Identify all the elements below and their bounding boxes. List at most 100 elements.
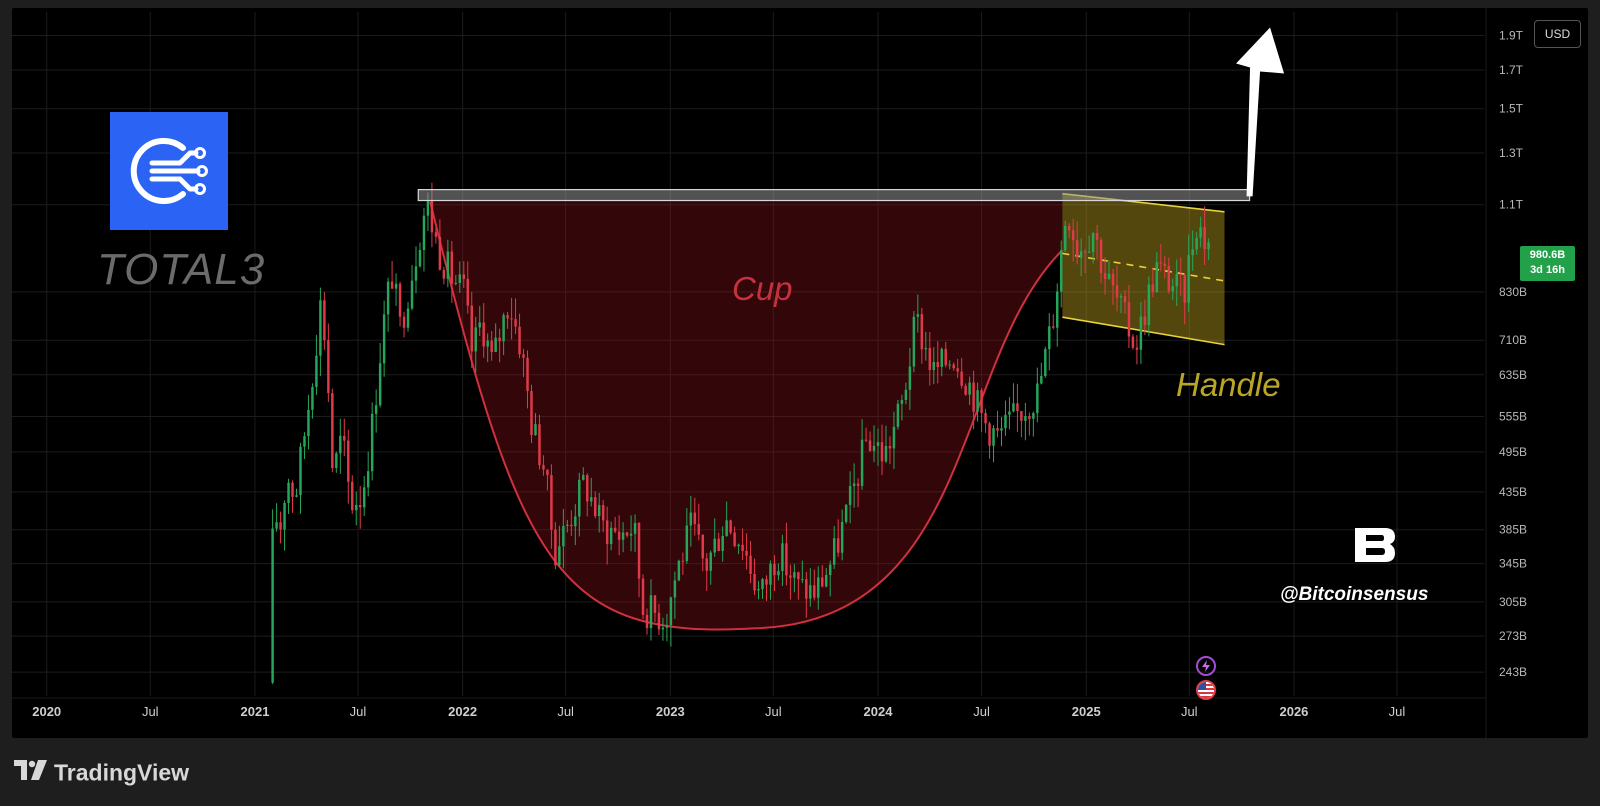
x-tick-label: 2023 <box>656 704 685 719</box>
candle-body <box>984 413 987 424</box>
candle-body <box>1000 428 1003 431</box>
candle-body <box>1139 316 1143 350</box>
candle-body <box>1083 251 1087 253</box>
candle-body <box>920 314 924 350</box>
candle-body <box>884 446 888 462</box>
candle-body <box>526 357 529 392</box>
bitcoinsensus-logo-icon <box>1355 528 1395 562</box>
x-tick-label: Jul <box>350 704 367 719</box>
y-tick-label: 830B <box>1499 285 1527 299</box>
candle-body <box>434 232 438 237</box>
candle-body <box>757 589 760 591</box>
x-tick-label: 2025 <box>1072 704 1101 719</box>
candle-body <box>673 580 677 598</box>
y-tick-label: 495B <box>1499 445 1527 459</box>
candle-body <box>510 318 513 320</box>
candle-body <box>741 544 744 551</box>
candle-body <box>601 505 605 521</box>
handle-mid-line <box>1062 252 1225 282</box>
candle-body <box>279 522 282 530</box>
candle-body <box>749 555 752 574</box>
candle-body <box>450 251 454 284</box>
candle-body <box>366 471 370 488</box>
candle-body <box>733 532 736 547</box>
candle-body <box>1143 316 1147 325</box>
candle-body <box>1123 296 1127 303</box>
candle-body <box>418 250 422 267</box>
candle-body <box>864 439 868 441</box>
chart-frame[interactable]: 1.9T 1.7T 1.5T 1.3T 1.1T 830B 710B 635B 555B 495B… <box>12 8 1588 738</box>
candle-body <box>522 354 525 358</box>
candle-body <box>422 215 426 251</box>
candle-body <box>1135 347 1139 350</box>
candle-body <box>952 364 955 369</box>
candle-body <box>343 435 346 441</box>
candle-body <box>1036 383 1039 414</box>
candle-body <box>825 575 828 587</box>
candle-body <box>593 497 597 516</box>
candle-body <box>1040 376 1043 384</box>
price-chart[interactable]: 1.9T 1.7T 1.5T 1.3T 1.1T 830B 710B 635B 555B 495B… <box>12 8 1588 738</box>
candle-body <box>1151 284 1155 292</box>
candle-body <box>299 446 302 496</box>
candle-body <box>793 572 796 578</box>
candle-body <box>494 337 497 353</box>
candle-body <box>374 405 378 414</box>
candle-body <box>689 512 693 526</box>
candle-body <box>1127 302 1131 337</box>
candle-body <box>1044 349 1047 377</box>
y-tick-label: 1.7T <box>1499 63 1524 77</box>
candle-body <box>832 538 836 565</box>
candle-body <box>323 300 326 341</box>
candle-body <box>462 274 466 279</box>
candle-body <box>924 348 928 350</box>
candle-body <box>382 314 386 364</box>
candle-body <box>1056 291 1059 328</box>
candle-body <box>1004 414 1007 429</box>
candle-body <box>1155 262 1159 292</box>
footer-brand[interactable]: TradingView <box>14 758 189 786</box>
candle-body <box>1111 273 1115 286</box>
y-tick-label: 385B <box>1499 523 1527 537</box>
candle-body <box>1119 296 1123 298</box>
y-tick-label: 1.5T <box>1499 102 1524 116</box>
candle-body <box>813 585 816 598</box>
candle-body <box>992 428 995 446</box>
candle-body <box>554 529 557 566</box>
tradingview-logo-icon <box>14 759 48 786</box>
candle-body <box>1107 273 1111 279</box>
candle-body <box>566 524 569 526</box>
candle-body <box>709 552 712 571</box>
cup-fill <box>430 200 1063 630</box>
candle-body <box>773 563 776 576</box>
candle-body <box>430 201 434 233</box>
candle-body <box>442 269 446 279</box>
candle-body <box>721 535 724 551</box>
candle-body <box>518 326 521 355</box>
candle-body <box>840 521 844 553</box>
candle-body <box>390 281 394 289</box>
candle-body <box>406 308 410 328</box>
candle-body <box>797 572 800 580</box>
us-flag-icon[interactable] <box>1196 680 1216 700</box>
candle-body <box>649 595 653 629</box>
candle-body <box>900 399 904 404</box>
candle-body <box>335 453 338 469</box>
candle-body <box>988 423 991 446</box>
candle-body <box>1203 227 1206 250</box>
candle-body <box>378 363 382 406</box>
candle-body <box>370 413 374 472</box>
candle-body <box>590 497 593 502</box>
candle-body <box>637 522 641 579</box>
candle-body <box>789 575 792 578</box>
currency-selector[interactable]: USD <box>1534 20 1581 48</box>
candle-body <box>896 403 900 427</box>
candle-body <box>295 495 298 497</box>
candle-body <box>912 316 916 367</box>
lightning-icon[interactable] <box>1196 656 1216 676</box>
last-price-value: 980.6B <box>1529 249 1566 261</box>
candle-body <box>1191 249 1194 256</box>
candle-body <box>1075 240 1079 258</box>
symbol-ticker: TOTAL3 <box>97 245 266 294</box>
tradingview-wordmark: TradingView <box>54 759 190 786</box>
